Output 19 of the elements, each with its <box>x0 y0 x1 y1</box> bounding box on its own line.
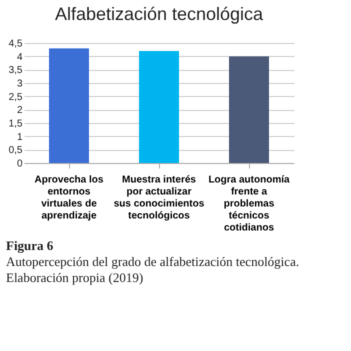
bar <box>229 56 269 163</box>
y-tick-label: 4 <box>16 52 23 63</box>
x-tick-label: Logra autonomía frente a problemas técnicos cotidianos <box>208 174 290 234</box>
y-tick-label: 1,5 <box>8 118 23 130</box>
y-tick-label: 2,5 <box>8 92 23 103</box>
bar <box>139 51 179 163</box>
y-tick-label: 4,5 <box>8 38 23 50</box>
text: Autopercepción del grado de alfabetización tecnológica. Elaboración propia (2019) <box>6 254 300 286</box>
x-tick-label: Aprovecha los entornos virtuales de aprendizaje <box>34 174 104 222</box>
y-tick-label: 0 <box>16 158 23 170</box>
y-tick-label: 3 <box>16 78 23 90</box>
chart-title: Alfabetización tecnológica <box>54 4 264 24</box>
y-tick-label: 1 <box>16 132 23 143</box>
y-tick-label: 3,5 <box>8 65 23 76</box>
text: Figura 6 <box>6 238 54 254</box>
x-tick-label: Muestra interés por actualizar sus conocimientos tecnológicos <box>114 174 205 222</box>
y-tick-label: 2 <box>16 105 23 116</box>
bar <box>49 48 89 163</box>
y-tick-label: 0,5 <box>8 145 23 156</box>
